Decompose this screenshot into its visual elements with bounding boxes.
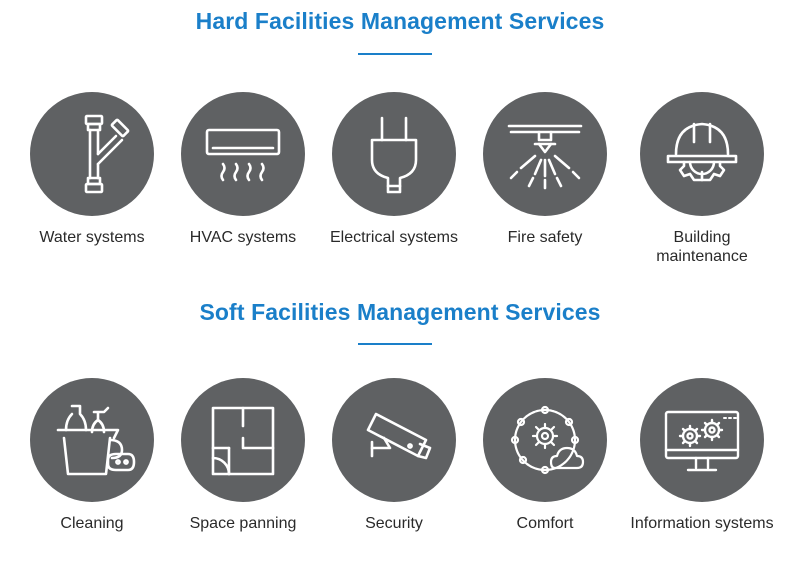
service-water-systems: Water systems	[17, 92, 167, 247]
gear-network-cloud-icon	[483, 378, 607, 502]
service-information-systems: Information systems	[627, 378, 777, 533]
service-label: HVAC systems	[189, 229, 297, 246]
hard-hat-gear-icon	[640, 92, 764, 216]
service-security: Security	[319, 378, 469, 533]
service-label-line2: maintenance	[656, 248, 748, 265]
security-camera-icon	[332, 378, 456, 502]
service-label: Electrical systems	[329, 229, 459, 246]
cleaning-supplies-icon	[30, 378, 154, 502]
service-label: Fire safety	[507, 229, 583, 246]
service-space-panning: Space panning	[168, 378, 318, 533]
service-label: Building maintenance	[627, 228, 777, 266]
service-building-maintenance: Building maintenance	[627, 92, 777, 266]
service-electrical-systems: Electrical systems	[319, 92, 469, 247]
service-label-line1: Building	[673, 229, 731, 246]
sprinkler-icon	[483, 92, 607, 216]
service-fire-safety: Fire safety	[470, 92, 620, 247]
service-label: Information systems	[630, 515, 774, 532]
hard-title-underline	[358, 53, 432, 55]
service-cleaning: Cleaning	[17, 378, 167, 533]
service-label: Comfort	[516, 515, 574, 532]
plug-icon	[332, 92, 456, 216]
monitor-gears-icon	[640, 378, 764, 502]
service-comfort: Comfort	[470, 378, 620, 533]
soft-title-underline	[358, 343, 432, 345]
pipe-icon	[30, 92, 154, 216]
floor-plan-icon	[181, 378, 305, 502]
service-label: Space panning	[189, 515, 297, 532]
service-label: Water systems	[39, 229, 145, 246]
service-label: Security	[365, 515, 423, 532]
service-hvac-systems: HVAC systems	[168, 92, 318, 247]
service-label: Cleaning	[60, 515, 124, 532]
air-conditioner-icon	[181, 92, 305, 216]
soft-services-title: Soft Facilities Management Services	[199, 299, 601, 325]
hard-services-title: Hard Facilities Management Services	[195, 8, 605, 34]
